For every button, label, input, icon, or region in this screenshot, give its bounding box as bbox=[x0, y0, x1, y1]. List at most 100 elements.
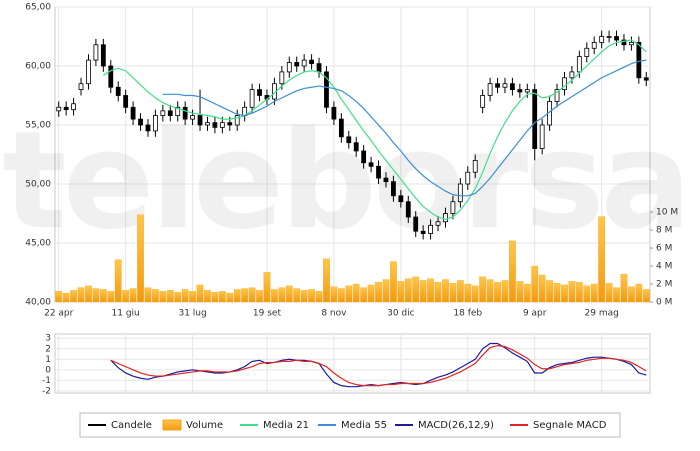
candle-body bbox=[383, 177, 389, 183]
legend-label: Segnale MACD bbox=[533, 420, 607, 431]
candle-body bbox=[554, 89, 560, 102]
candle-body bbox=[591, 42, 597, 49]
volume-bar bbox=[278, 287, 286, 303]
candle-body bbox=[160, 110, 166, 116]
candle-body bbox=[331, 106, 337, 120]
y2-tick-label: 6 M bbox=[656, 244, 672, 254]
legend-label: Volume bbox=[186, 420, 223, 431]
volume-bar bbox=[412, 276, 420, 303]
volume-bar bbox=[129, 288, 137, 303]
volume-bar bbox=[107, 291, 115, 303]
volume-bar bbox=[404, 278, 412, 303]
volume-bar bbox=[293, 288, 301, 303]
x-tick-label: 31 lug bbox=[178, 309, 206, 319]
volume-bar bbox=[226, 292, 234, 303]
candle-body bbox=[227, 122, 233, 126]
x-tick-label: 30 dic bbox=[387, 309, 415, 319]
legend-label: Media 21 bbox=[263, 420, 309, 431]
volume-bar bbox=[628, 286, 635, 303]
volume-bar bbox=[509, 240, 516, 303]
volume-bar bbox=[449, 282, 457, 303]
volume-bar bbox=[590, 283, 598, 303]
volume-bar bbox=[189, 291, 196, 303]
volume-bar bbox=[256, 290, 263, 303]
volume-bar bbox=[397, 281, 405, 303]
y2-tick-label: 10 M bbox=[656, 208, 678, 218]
candle-body bbox=[465, 171, 471, 185]
x-tick-label: 22 apr bbox=[44, 309, 74, 319]
candle-body bbox=[182, 106, 188, 120]
y2-tick-label: 2 M bbox=[656, 280, 672, 290]
candle-body bbox=[599, 36, 605, 43]
y-tick-label: -2 bbox=[42, 386, 51, 396]
line-series bbox=[110, 344, 647, 387]
volume-bar bbox=[248, 287, 256, 303]
candle-body bbox=[138, 118, 143, 126]
candle-body bbox=[145, 124, 151, 132]
candle-body bbox=[450, 201, 456, 214]
candle-body bbox=[643, 77, 649, 81]
candle-body bbox=[56, 106, 62, 112]
volume-bar bbox=[523, 283, 531, 303]
volume-bar bbox=[345, 285, 353, 303]
legend-symbol bbox=[162, 419, 182, 431]
volume-bar bbox=[62, 292, 70, 303]
legend-label: Candele bbox=[111, 420, 152, 431]
candle-body bbox=[621, 39, 627, 46]
volume-bar bbox=[456, 280, 464, 303]
candle-body bbox=[353, 142, 359, 152]
candle-body bbox=[249, 89, 255, 108]
volume-bar bbox=[605, 282, 613, 303]
volume-bar bbox=[546, 280, 553, 303]
candle-body bbox=[219, 122, 225, 128]
x-tick-label: 29 mag bbox=[585, 309, 619, 319]
candle-body bbox=[532, 89, 538, 149]
candle-body bbox=[480, 95, 486, 108]
legend-label: Media 55 bbox=[341, 420, 387, 431]
x-tick-label: 9 apr bbox=[523, 309, 547, 319]
candle-body bbox=[376, 165, 381, 179]
candle-body bbox=[324, 71, 329, 108]
volume-bar bbox=[553, 282, 561, 303]
y-tick-label: 60,00 bbox=[25, 62, 51, 72]
candle-body bbox=[153, 115, 158, 132]
candle-body bbox=[569, 71, 575, 79]
volume-bar bbox=[516, 281, 524, 303]
legend-label: MACD(26,12,9) bbox=[418, 420, 494, 431]
volume-bar bbox=[464, 283, 472, 303]
candle-body bbox=[629, 42, 634, 46]
candle-body bbox=[517, 89, 523, 93]
volume-bar bbox=[352, 283, 360, 303]
volume-bar bbox=[620, 273, 628, 303]
candle-body bbox=[63, 106, 69, 111]
volume-bar bbox=[434, 282, 442, 303]
volume-bar bbox=[55, 291, 63, 303]
candle-body bbox=[316, 63, 322, 73]
candle-body bbox=[86, 59, 91, 85]
candle-body bbox=[197, 115, 203, 126]
candle-body bbox=[190, 115, 195, 120]
candle-body bbox=[539, 124, 545, 150]
candle-body bbox=[636, 42, 642, 79]
candle-body bbox=[212, 122, 218, 128]
volume-bar bbox=[561, 284, 568, 303]
volume-bar bbox=[263, 272, 271, 303]
candle-body bbox=[123, 95, 129, 108]
volume-bar bbox=[419, 280, 427, 303]
candle-body bbox=[100, 44, 106, 67]
volume-bar bbox=[538, 274, 546, 303]
y-tick-label: 40,00 bbox=[25, 298, 51, 308]
volume-bar bbox=[144, 287, 152, 303]
candle-body bbox=[301, 59, 307, 67]
volume-bar bbox=[152, 289, 159, 303]
candle-body bbox=[606, 36, 612, 38]
candle-body bbox=[309, 59, 314, 65]
volume-bar bbox=[323, 258, 330, 303]
line-series bbox=[103, 39, 647, 221]
volume-bar bbox=[583, 285, 591, 303]
candle-body bbox=[443, 213, 448, 223]
volume-bar bbox=[360, 287, 368, 303]
volume-bar bbox=[99, 289, 107, 303]
candle-body bbox=[78, 83, 84, 90]
